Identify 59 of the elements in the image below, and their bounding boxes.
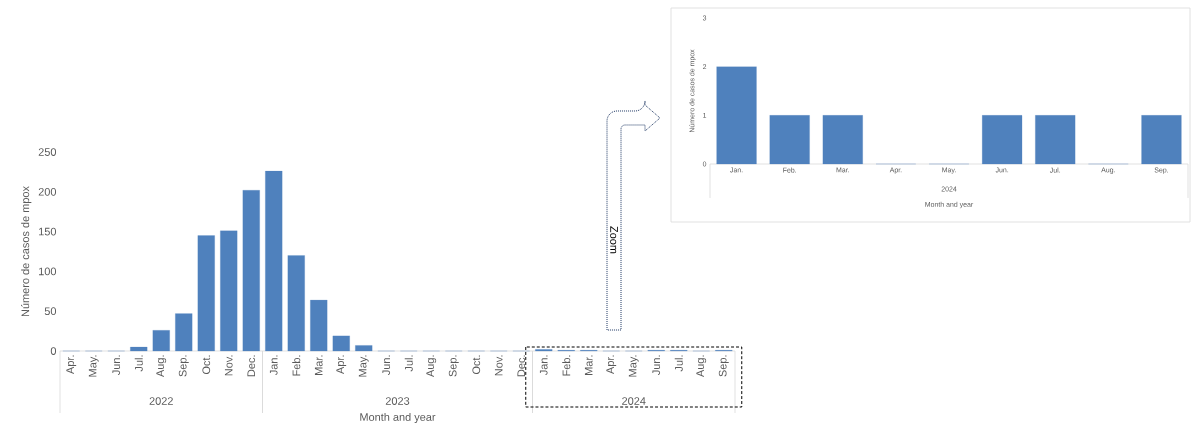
x-tick-label: Jan. — [539, 355, 548, 376]
bar — [332, 335, 350, 352]
x-tick-label: Apr. — [606, 355, 617, 374]
bar — [1035, 115, 1076, 165]
text: 2023 — [385, 397, 410, 405]
x-tick-label: Jul. — [674, 355, 683, 372]
y-tick-label: 250 — [38, 148, 57, 156]
x-tick-label: Sep. — [178, 355, 189, 377]
x-tick-label: Jun. — [112, 355, 121, 376]
x-tick-label: Feb. — [562, 355, 571, 376]
x-tick-label: Sep. — [718, 355, 729, 377]
x-tick-label: Feb. — [292, 355, 301, 376]
x-tick-label: Oct. — [202, 355, 211, 375]
x-tick-label: Sep. — [448, 355, 459, 377]
x-tick-label: May. — [628, 355, 639, 377]
x-tick-label: May. — [88, 355, 99, 377]
bar — [822, 115, 863, 165]
x-tick-label: Nov. — [224, 355, 233, 376]
bar — [130, 346, 148, 352]
bar — [242, 190, 260, 352]
x-tick-label: Oct. — [472, 355, 481, 375]
x-tick-label: Jan. — [269, 355, 278, 376]
bar — [1141, 115, 1182, 165]
text: 2022 — [149, 397, 173, 405]
y-tick-label: 150 — [39, 227, 57, 236]
bar — [175, 313, 193, 352]
bar — [220, 230, 238, 352]
y-axis-title: Número de casos de mpox — [21, 186, 32, 317]
annotation: Zoom — [610, 226, 618, 254]
text: 2024 — [622, 397, 646, 405]
bar — [769, 115, 810, 165]
x-tick-label: Jun. — [652, 355, 661, 376]
bar — [310, 299, 328, 352]
y-tick-label: 0 — [50, 347, 57, 355]
x-tick-label: Jul. — [134, 355, 143, 372]
bar — [287, 255, 305, 352]
x-tick-label: Jul. — [404, 355, 413, 372]
x-tick-label: May. — [358, 355, 369, 377]
bar — [355, 345, 373, 352]
bar — [982, 115, 1023, 165]
x-tick-label: Nov. — [494, 355, 503, 376]
y-tick-label: 200 — [38, 187, 57, 196]
x-tick-label: Mar. — [584, 355, 593, 375]
x-tick-label: Aug. — [426, 355, 437, 378]
x-tick-label: Dec. — [247, 355, 256, 377]
bar — [716, 66, 757, 165]
x-tick-label: Aug. — [156, 355, 167, 378]
bar — [152, 330, 170, 352]
x-tick-label: Jun. — [382, 355, 391, 376]
x-axis-title: Month and year — [360, 412, 436, 424]
bar — [265, 171, 283, 352]
bar — [197, 235, 215, 352]
x-tick-label: Apr. — [336, 355, 347, 374]
x-tick-label: Aug. — [696, 355, 707, 378]
y-tick-label: 50 — [44, 307, 57, 316]
x-tick-label: Apr. — [66, 355, 77, 374]
x-tick-label: Dec. — [517, 355, 526, 377]
y-tick-label: 100 — [39, 267, 57, 276]
x-tick-label: Mar. — [314, 355, 323, 375]
